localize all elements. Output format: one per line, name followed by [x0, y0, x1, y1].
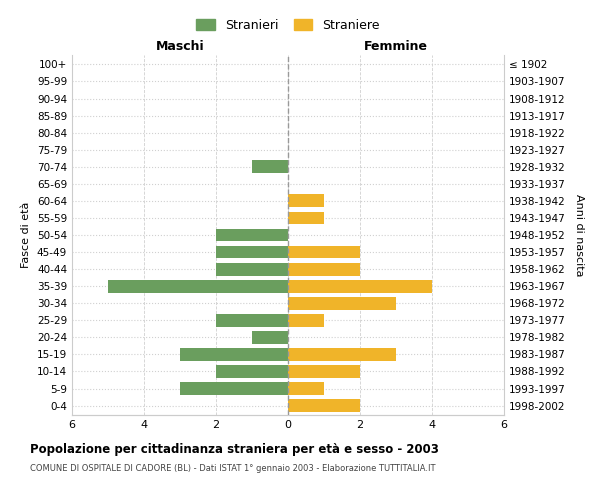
Bar: [288, 194, 324, 207]
Bar: [216, 228, 288, 241]
Bar: [216, 314, 288, 326]
Bar: [252, 160, 288, 173]
Bar: [288, 212, 324, 224]
Legend: Stranieri, Straniere: Stranieri, Straniere: [191, 14, 385, 37]
Bar: [288, 348, 396, 361]
Y-axis label: Fasce di età: Fasce di età: [22, 202, 31, 268]
Bar: [216, 365, 288, 378]
Bar: [288, 262, 360, 276]
Bar: [288, 399, 360, 412]
Bar: [288, 297, 396, 310]
Bar: [216, 246, 288, 258]
Bar: [288, 314, 324, 326]
Text: Maschi: Maschi: [155, 40, 205, 54]
Text: Popolazione per cittadinanza straniera per età e sesso - 2003: Popolazione per cittadinanza straniera p…: [30, 442, 439, 456]
Y-axis label: Anni di nascita: Anni di nascita: [574, 194, 584, 276]
Bar: [288, 280, 432, 292]
Bar: [216, 262, 288, 276]
Bar: [108, 280, 288, 292]
Bar: [288, 246, 360, 258]
Bar: [180, 382, 288, 395]
Bar: [180, 348, 288, 361]
Bar: [288, 382, 324, 395]
Text: COMUNE DI OSPITALE DI CADORE (BL) - Dati ISTAT 1° gennaio 2003 - Elaborazione TU: COMUNE DI OSPITALE DI CADORE (BL) - Dati…: [30, 464, 436, 473]
Text: Femmine: Femmine: [364, 40, 428, 54]
Bar: [252, 331, 288, 344]
Bar: [288, 365, 360, 378]
